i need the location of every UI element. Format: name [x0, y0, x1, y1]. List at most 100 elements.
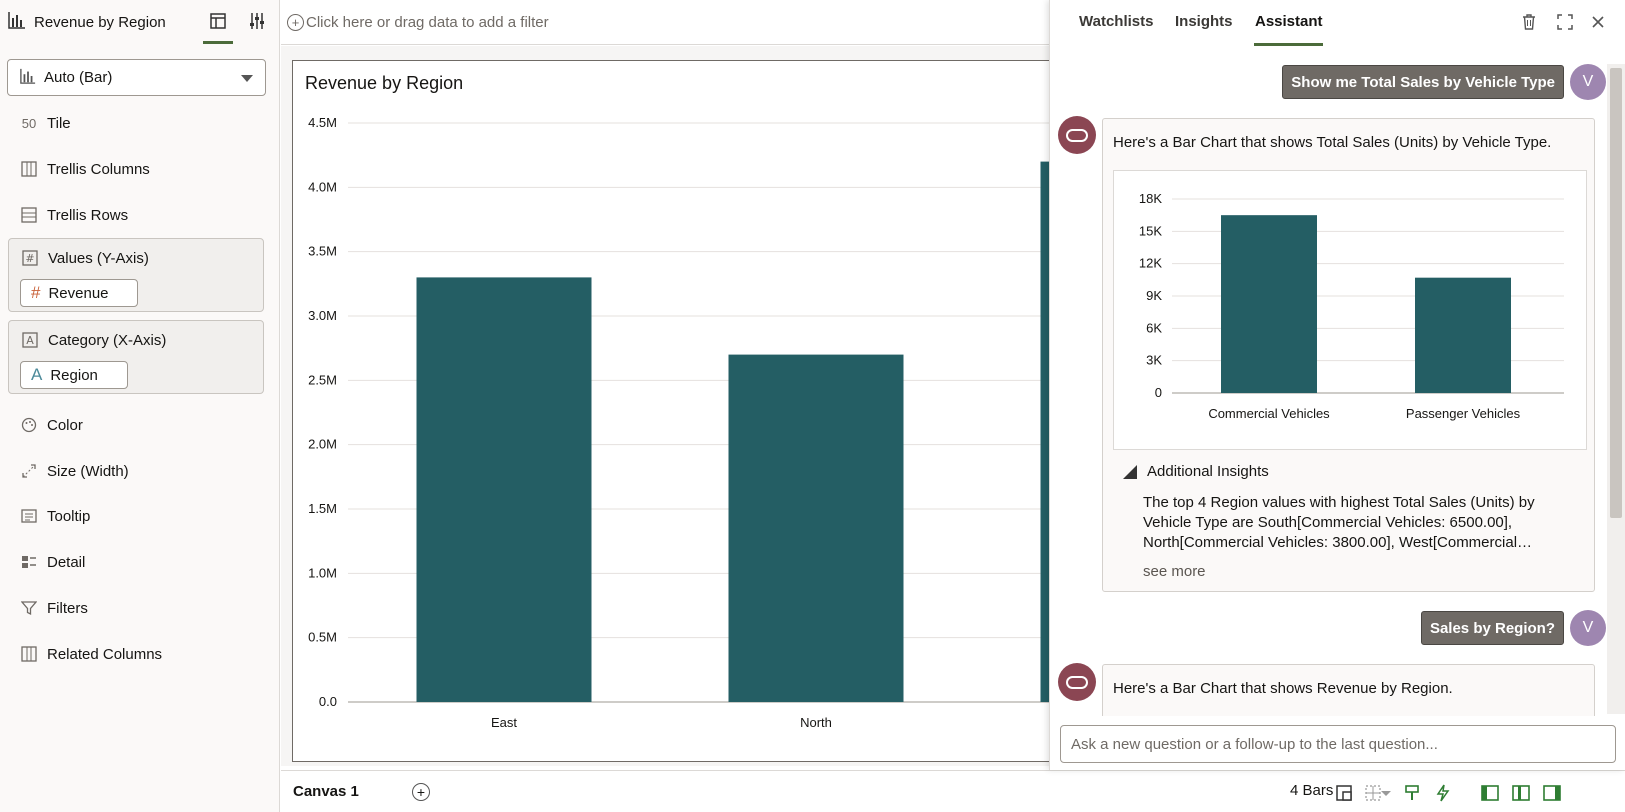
- grammar-row-color[interactable]: Color: [20, 414, 83, 436]
- filter-bar[interactable]: + Click here or drag data to add a filte…: [281, 0, 1050, 45]
- active-tab-indicator: [203, 41, 233, 44]
- left-panel-toggle-icon[interactable]: [1480, 783, 1500, 803]
- mini-bar-chart: 0 3K 6K 9K 12K 15K 18K Commercial Vehicles Passe…: [1139, 191, 1564, 421]
- ask-question-input[interactable]: Ask a new question or a follow-up to the…: [1060, 725, 1616, 763]
- svg-text:#: #: [25, 252, 34, 265]
- y-tick-label: 15K: [1139, 223, 1162, 238]
- assistant-tabs: Watchlists Insights Assistant: [1050, 0, 1625, 46]
- left-panel-header: Revenue by Region: [0, 0, 280, 44]
- active-tab-indicator: [1254, 43, 1323, 46]
- revenue-pill[interactable]: # Revenue: [20, 279, 138, 307]
- bar: [1415, 277, 1511, 393]
- assistant-message: Here's a Bar Chart that shows Revenue by…: [1113, 680, 1453, 697]
- bar: [416, 277, 592, 702]
- values-zone-label: # Values (Y-Axis): [21, 249, 149, 267]
- y-tick-label: 3.0M: [308, 308, 337, 323]
- trash-icon[interactable]: [1519, 12, 1539, 32]
- grammar-row-label: Trellis Rows: [47, 206, 129, 224]
- hash-icon: #: [21, 249, 39, 267]
- tab-watchlists[interactable]: Watchlists: [1079, 13, 1154, 30]
- auto-apply-icon[interactable]: [1334, 783, 1354, 803]
- filter-bar-placeholder: Click here or drag data to add a filter: [306, 13, 549, 31]
- main-bar-chart: 0.0 0.5M 1.0M 1.5M 2.0M 2.5M 3.0M 3.5M 4.0M 4.5M E…: [308, 115, 1052, 730]
- grammar-row-trellis-columns[interactable]: Trellis Columns: [20, 158, 150, 180]
- y-tick-label: 3.5M: [308, 244, 337, 259]
- grammar-row-label: Detail: [47, 553, 86, 571]
- close-icon[interactable]: [1588, 12, 1608, 32]
- svg-text:A: A: [26, 334, 34, 347]
- attribute-a-icon: A: [31, 365, 43, 384]
- measure-hash-icon: #: [31, 283, 41, 302]
- columns-icon: [20, 645, 38, 663]
- grammar-row-label: Color: [47, 416, 83, 434]
- chat-thread: Show me Total Sales by Vehicle Type V He…: [1050, 46, 1610, 716]
- insights-text: The top 4 Region values with highest Tot…: [1143, 494, 1535, 551]
- grammar-row-tile[interactable]: 50 Tile: [20, 112, 71, 134]
- region-pill[interactable]: A Region: [20, 361, 128, 389]
- tooltip-icon: [20, 507, 38, 525]
- collapse-triangle-icon: [1123, 464, 1137, 479]
- y-tick-label: 1.5M: [308, 501, 337, 516]
- category-zone-label: A Category (X-Axis): [21, 331, 166, 349]
- y-tick-label: 0.5M: [308, 630, 337, 645]
- properties-sliders-icon[interactable]: [246, 10, 268, 32]
- grammar-row-label: Trellis Columns: [47, 160, 150, 178]
- grammar-row-size[interactable]: Size (Width): [20, 460, 129, 482]
- y-tick-label: 9K: [1146, 288, 1162, 303]
- grammar-row-label: Filters: [47, 599, 88, 617]
- brush-icon[interactable]: [1402, 783, 1422, 803]
- x-tick-label: East: [491, 715, 517, 730]
- additional-insights-toggle[interactable]: Additional Insights: [1123, 463, 1269, 480]
- see-more-link[interactable]: see more: [1143, 563, 1206, 580]
- grammar-row-tooltip[interactable]: Tooltip: [20, 505, 90, 527]
- x-tick-label: North: [800, 715, 832, 730]
- scrollbar-thumb[interactable]: [1610, 68, 1622, 518]
- viz-type-select[interactable]: Auto (Bar): [7, 59, 266, 96]
- assistant-avatar-icon: [1058, 116, 1096, 154]
- maximize-icon[interactable]: [1555, 12, 1575, 32]
- bar-chart-icon: [20, 68, 36, 88]
- right-panel-toggle-icon[interactable]: [1542, 783, 1562, 803]
- palette-icon: [20, 416, 38, 434]
- viz-type-value: Auto (Bar): [44, 69, 113, 86]
- category-x-axis-zone[interactable]: A Category (X-Axis) A Region: [8, 320, 264, 394]
- center-panel-toggle-icon[interactable]: [1511, 783, 1531, 803]
- layout-grid-icon[interactable]: [1363, 783, 1383, 803]
- user-message: Sales by Region?: [1420, 611, 1564, 645]
- grammar-row-detail[interactable]: Detail: [20, 551, 85, 573]
- grammar-row-filters[interactable]: Filters: [20, 597, 88, 619]
- y-tick-label: 3K: [1146, 353, 1162, 368]
- grammar-row-label: Size (Width): [47, 462, 129, 480]
- y-tick-label: 2.5M: [308, 372, 337, 387]
- bar: [1040, 161, 1052, 703]
- grammar-tab-icon[interactable]: [207, 10, 229, 32]
- grammar-panel: Revenue by Region Auto (Bar) 50 Tile Tre…: [0, 0, 280, 812]
- assistant-avatar-icon: [1058, 663, 1096, 701]
- assistant-message: Here's a Bar Chart that shows Total Sale…: [1113, 134, 1552, 151]
- vehicle-type-bar-chart[interactable]: 0 3K 6K 9K 12K 15K 18K Commercial Vehicles Passe…: [1113, 170, 1587, 450]
- add-canvas-button[interactable]: +: [412, 783, 430, 801]
- revenue-by-region-viz[interactable]: 0.0 0.5M 1.0M 1.5M 2.0M 2.5M 3.0M 3.5M 4.0M 4.5M E…: [292, 60, 1052, 762]
- grammar-row-trellis-rows[interactable]: Trellis Rows: [20, 204, 128, 226]
- tab-insights[interactable]: Insights: [1175, 13, 1233, 30]
- y-tick-label: 12K: [1139, 256, 1162, 271]
- assistant-response-card: Here's a Bar Chart that shows Revenue by…: [1102, 664, 1595, 716]
- avatar: V: [1570, 610, 1606, 646]
- tab-assistant[interactable]: Assistant: [1255, 13, 1323, 30]
- chevron-down-icon: [241, 75, 253, 82]
- grammar-row-label: Tooltip: [47, 507, 91, 525]
- bar: [728, 354, 904, 702]
- x-tick-label: Commercial Vehicles: [1208, 406, 1330, 421]
- grammar-row-related-columns[interactable]: Related Columns: [20, 643, 162, 665]
- detail-icon: [20, 553, 38, 571]
- attribute-a-icon: A: [21, 331, 39, 349]
- y-tick-label: 18K: [1139, 191, 1162, 206]
- y-tick-label: 0.0: [319, 694, 337, 709]
- y-tick-label: 4.0M: [308, 179, 337, 194]
- chevron-down-icon[interactable]: [1380, 783, 1392, 803]
- lightning-icon[interactable]: [1433, 783, 1453, 803]
- canvas-tab[interactable]: Canvas 1: [293, 783, 359, 800]
- grammar-row-label: Related Columns: [47, 645, 163, 663]
- viz-title: Revenue by Region: [305, 73, 464, 93]
- values-y-axis-zone[interactable]: # Values (Y-Axis) # Revenue: [8, 238, 264, 312]
